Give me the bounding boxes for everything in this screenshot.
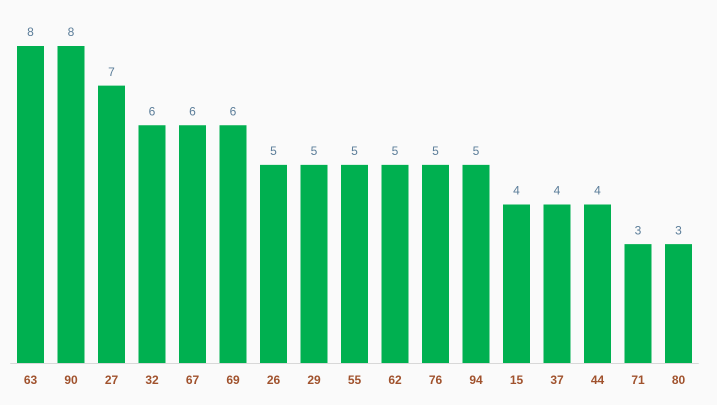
value-label: 3 bbox=[635, 223, 642, 237]
bar bbox=[381, 164, 409, 363]
value-label: 5 bbox=[270, 144, 277, 158]
value-label: 4 bbox=[554, 184, 561, 198]
value-label: 4 bbox=[513, 184, 520, 198]
x-tick-label: 27 bbox=[105, 373, 119, 387]
value-label: 6 bbox=[189, 104, 196, 118]
value-label: 8 bbox=[68, 25, 75, 39]
value-label: 5 bbox=[311, 144, 318, 158]
x-tick-label: 80 bbox=[672, 373, 686, 387]
value-label: 6 bbox=[230, 104, 237, 118]
value-label: 4 bbox=[594, 184, 601, 198]
x-tick-label: 44 bbox=[591, 373, 605, 387]
bar bbox=[98, 85, 125, 363]
bar bbox=[422, 164, 449, 363]
bar bbox=[462, 164, 490, 363]
x-tick-label: 71 bbox=[631, 373, 645, 387]
value-label: 8 bbox=[27, 25, 34, 39]
x-tick-label: 63 bbox=[24, 373, 38, 387]
bar bbox=[138, 125, 166, 363]
x-tick-label: 15 bbox=[510, 373, 524, 387]
bar bbox=[17, 46, 44, 363]
bar bbox=[57, 46, 85, 363]
x-tick-label: 76 bbox=[429, 373, 443, 387]
value-label: 7 bbox=[108, 65, 115, 79]
bar bbox=[624, 244, 652, 363]
value-label: 3 bbox=[675, 223, 682, 237]
x-tick-label: 69 bbox=[226, 373, 240, 387]
value-label: 5 bbox=[432, 144, 439, 158]
x-tick-label: 32 bbox=[145, 373, 159, 387]
bar bbox=[219, 125, 247, 363]
x-tick-label: 26 bbox=[267, 373, 281, 387]
bar bbox=[260, 164, 287, 363]
x-tick-label: 94 bbox=[469, 373, 483, 387]
bar bbox=[503, 204, 530, 363]
bar bbox=[300, 164, 328, 363]
bar bbox=[341, 164, 368, 363]
x-tick-label: 37 bbox=[550, 373, 564, 387]
x-tick-label: 29 bbox=[307, 373, 321, 387]
bar bbox=[584, 204, 611, 363]
bar bbox=[179, 125, 206, 363]
value-label: 5 bbox=[392, 144, 399, 158]
value-label: 5 bbox=[473, 144, 480, 158]
x-tick-label: 67 bbox=[186, 373, 200, 387]
value-label: 6 bbox=[149, 104, 156, 118]
value-label: 5 bbox=[351, 144, 358, 158]
x-tick-label: 90 bbox=[64, 373, 78, 387]
x-tick-label: 62 bbox=[388, 373, 402, 387]
bar bbox=[665, 244, 692, 363]
x-tick-label: 55 bbox=[348, 373, 362, 387]
bar bbox=[543, 204, 571, 363]
